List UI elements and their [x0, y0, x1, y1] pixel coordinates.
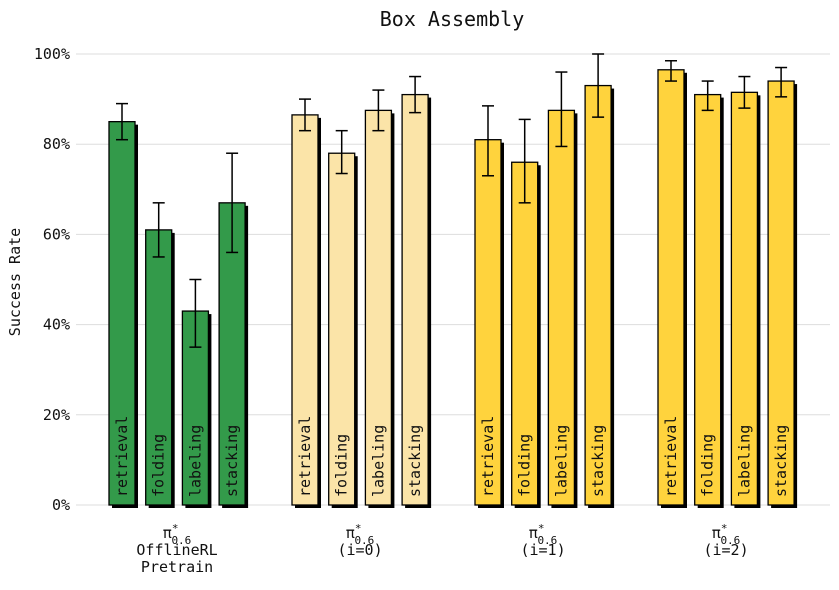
- bar-task-label: labeling: [552, 425, 570, 497]
- bar-task-label: labeling: [186, 425, 204, 497]
- bar: [218, 202, 246, 506]
- bar: [511, 161, 539, 506]
- group-label-line: Pretrain: [141, 558, 213, 576]
- bar-task-label: stacking: [772, 425, 790, 497]
- bar-task-label: stacking: [589, 425, 607, 497]
- y-tick-label: 20%: [43, 406, 70, 424]
- y-tick-label: 100%: [34, 45, 70, 63]
- bar-task-label: folding: [516, 434, 534, 497]
- group-label-pi: π* 0.6: [163, 522, 192, 547]
- bar-task-label: stacking: [223, 425, 241, 497]
- group-label-pi: π* 0.6: [529, 522, 558, 547]
- bar: [547, 109, 576, 506]
- chart-title: Box Assembly: [380, 7, 525, 31]
- bar: [657, 69, 685, 506]
- bar: [767, 80, 795, 506]
- group-label-pi: π* 0.6: [712, 522, 741, 547]
- y-axis-label: Success Rate: [6, 228, 24, 336]
- bar-task-label: folding: [150, 434, 168, 497]
- bar: [364, 109, 393, 506]
- bar: [328, 152, 356, 506]
- group-label-line: OfflineRL: [136, 541, 217, 559]
- bar: [401, 93, 429, 506]
- bar-task-label: retrieval: [296, 416, 314, 497]
- bar-task-label: labeling: [369, 425, 387, 497]
- group-label-line: (i=2): [703, 541, 748, 559]
- y-tick-label: 60%: [43, 225, 70, 243]
- bar-task-label: stacking: [406, 425, 424, 497]
- bars: [108, 69, 795, 506]
- bar: [730, 91, 759, 506]
- y-axis-ticks: 0% 20% 40% 60% 80% 100%: [34, 45, 70, 514]
- bar: [145, 229, 173, 506]
- bar: [694, 93, 722, 506]
- group-label-pi: π* 0.6: [346, 522, 375, 547]
- error-bars: [116, 53, 788, 348]
- bar: [291, 114, 319, 506]
- bar-task-label: retrieval: [113, 416, 131, 497]
- bar-task-label: retrieval: [479, 416, 497, 497]
- bar-task-label: folding: [333, 434, 351, 497]
- bar-task-label: labeling: [735, 425, 753, 497]
- y-tick-label: 0%: [52, 496, 70, 514]
- y-tick-label: 80%: [43, 135, 70, 153]
- bar-task-label: retrieval: [662, 416, 680, 497]
- y-tick-label: 40%: [43, 316, 70, 334]
- group-label-line: (i=0): [337, 541, 382, 559]
- bar-labels: retrieval folding labeling stacking retrieva…: [113, 416, 790, 497]
- bar: [584, 84, 612, 506]
- group-label-line: (i=1): [520, 541, 565, 559]
- bar-task-label: folding: [699, 434, 717, 497]
- bar: [474, 139, 502, 506]
- bar: [108, 121, 136, 506]
